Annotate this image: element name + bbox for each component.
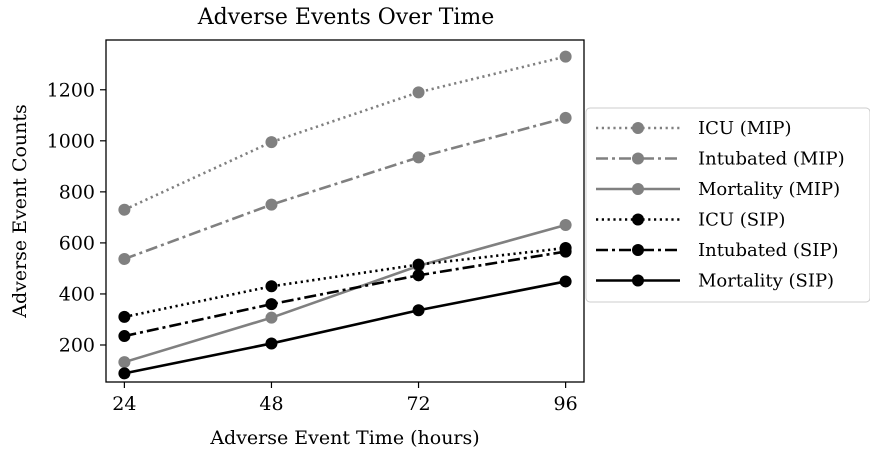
y-axis: 200 400 600 800 1000 1200 [47,79,106,356]
data-point-icu-sip [412,258,425,271]
x-tick-label: 24 [112,393,136,415]
data-point-mortality-mip [559,219,572,232]
legend-label-icu-sip: ICU (SIP) [698,210,785,231]
legend-box [585,107,870,303]
series-line-icu-sip [124,246,566,319]
data-point-intubated-sip [118,330,131,343]
data-point-mortality-sip [559,275,572,288]
legend-marker-icu-sip [632,213,644,226]
x-axis-label: Adverse Event Time (hours) [209,427,479,449]
data-point-mortality-mip [118,356,131,369]
legend-marker-intubated-sip [632,244,644,256]
data-point-mortality-sip [412,304,425,317]
data-point-icu-mip [559,50,572,63]
y-tick-label: 800 [59,181,95,203]
data-point-intubated-mip [265,198,278,211]
y-tick-label: 200 [59,334,95,356]
data-point-icu-mip [265,136,278,149]
legend-label-icu-mip: ICU (MIP) [698,118,791,139]
legend-marker-intubated-mip [632,152,644,165]
legend-label-mortality-mip: Mortality (MIP) [698,179,840,200]
data-point-intubated-mip [559,111,572,124]
chart-title: Adverse Events Over Time [197,5,495,30]
legend-marker-mortality-sip [632,274,644,287]
data-point-intubated-sip [412,269,425,282]
data-point-icu-mip [118,203,131,216]
y-tick-label: 600 [59,232,95,254]
data-point-icu-sip [118,310,131,323]
y-tick-label: 1200 [47,79,95,101]
y-axis-label: Adverse Event Counts [9,104,31,319]
series-line-icu-mip [123,55,566,211]
data-point-mortality-mip [265,311,278,324]
series-line-intubated-sip [124,250,566,338]
series-line-mortality-mip [124,223,566,364]
x-axis: 24 48 72 96 [112,382,578,415]
plot-area [105,39,585,383]
y-tick-label: 400 [59,283,95,305]
series-line-mortality-sip [124,280,566,375]
data-point-mortality-sip [118,367,131,380]
data-point-intubated-mip [118,252,131,265]
data-point-icu-sip [265,280,278,293]
legend-label-intubated-mip: Intubated (MIP) [698,149,845,170]
data-point-intubated-sip [559,245,572,258]
data-point-icu-mip [412,86,425,99]
y-tick-label: 1000 [47,130,95,152]
x-tick-label: 72 [406,393,430,415]
series-line-intubated-mip [123,116,566,261]
x-tick-label: 96 [554,393,578,415]
data-point-intubated-mip [412,151,425,164]
series-layer [118,50,572,380]
legend: ICU (MIP) Intubated (MIP) Mortality (MIP) I… [585,107,870,303]
legend-label-intubated-sip: Intubated (SIP) [698,240,839,261]
data-point-intubated-sip [265,298,278,311]
legend-marker-icu-mip [632,122,644,134]
data-point-mortality-sip [265,337,278,350]
legend-label-mortality-sip: Mortality (SIP) [698,271,834,292]
x-tick-label: 48 [259,393,283,415]
legend-marker-mortality-mip [632,183,644,195]
legend-items: ICU (MIP) Intubated (MIP) Mortality (MIP) I… [596,118,845,292]
